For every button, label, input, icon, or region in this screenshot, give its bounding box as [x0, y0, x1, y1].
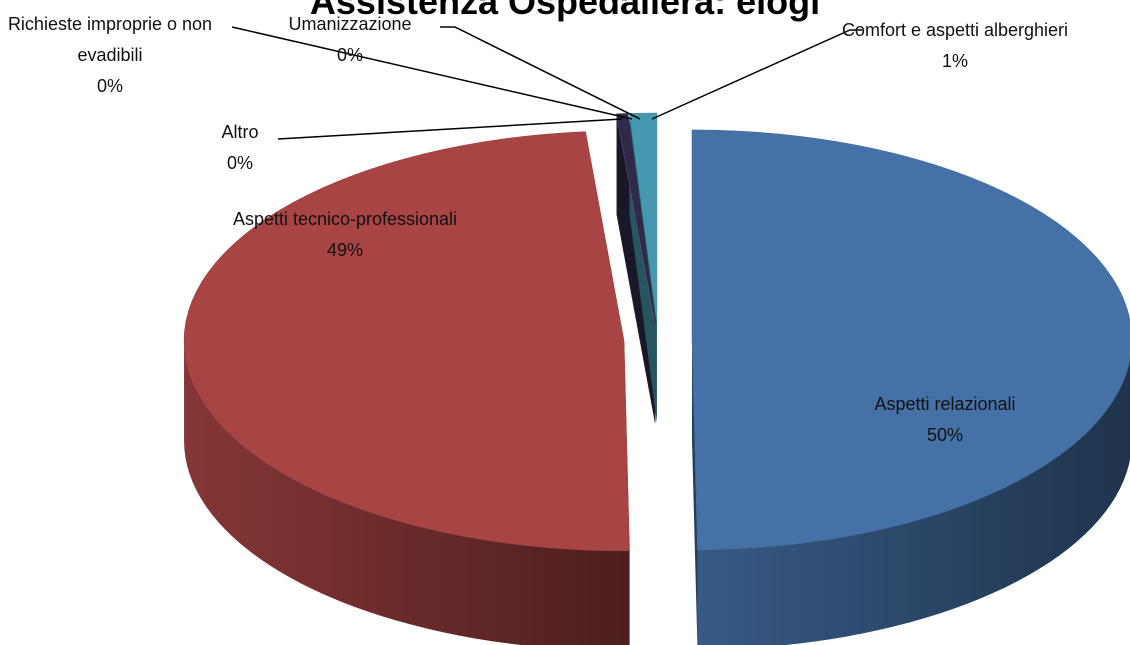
value-label: 0% [336, 45, 363, 65]
pie-slice [691, 129, 1130, 551]
leader-line [277, 118, 623, 140]
category-label: Comfort e aspetti alberghieri [841, 20, 1069, 40]
value-label: 49% [326, 240, 364, 260]
leader-line [440, 26, 641, 120]
leader-line [231, 26, 633, 120]
leader-line [651, 29, 862, 120]
data-label: Umanizzazione 0% [255, 9, 445, 71]
data-label: Richieste improprie o non evadibili 0% [0, 9, 220, 102]
chart-title: Assistenza Ospedaliera: elogi [309, 0, 821, 22]
slice-wall [691, 339, 698, 645]
data-label: Aspetti tecnico-professionali 49% [225, 204, 465, 266]
category-label: Richieste improprie o non evadibili [7, 14, 213, 65]
pie-slice [616, 113, 656, 324]
value-label: 50% [926, 425, 964, 445]
pie-slice [183, 131, 630, 552]
category-label: Altro [221, 122, 259, 142]
category-label: Aspetti tecnico-professionali [232, 209, 458, 229]
value-label: 0% [226, 153, 253, 173]
data-label: Altro 0% [170, 117, 310, 179]
data-label: Aspetti relazionali 50% [815, 389, 1075, 451]
category-label: Umanizzazione [288, 14, 412, 34]
slice-side [184, 340, 630, 645]
slice-side [697, 359, 1130, 645]
data-label: Comfort e aspetti alberghieri 1% [835, 15, 1075, 77]
value-label: 0% [96, 76, 123, 96]
value-label: 1% [941, 51, 968, 71]
category-label: Aspetti relazionali [874, 394, 1016, 414]
